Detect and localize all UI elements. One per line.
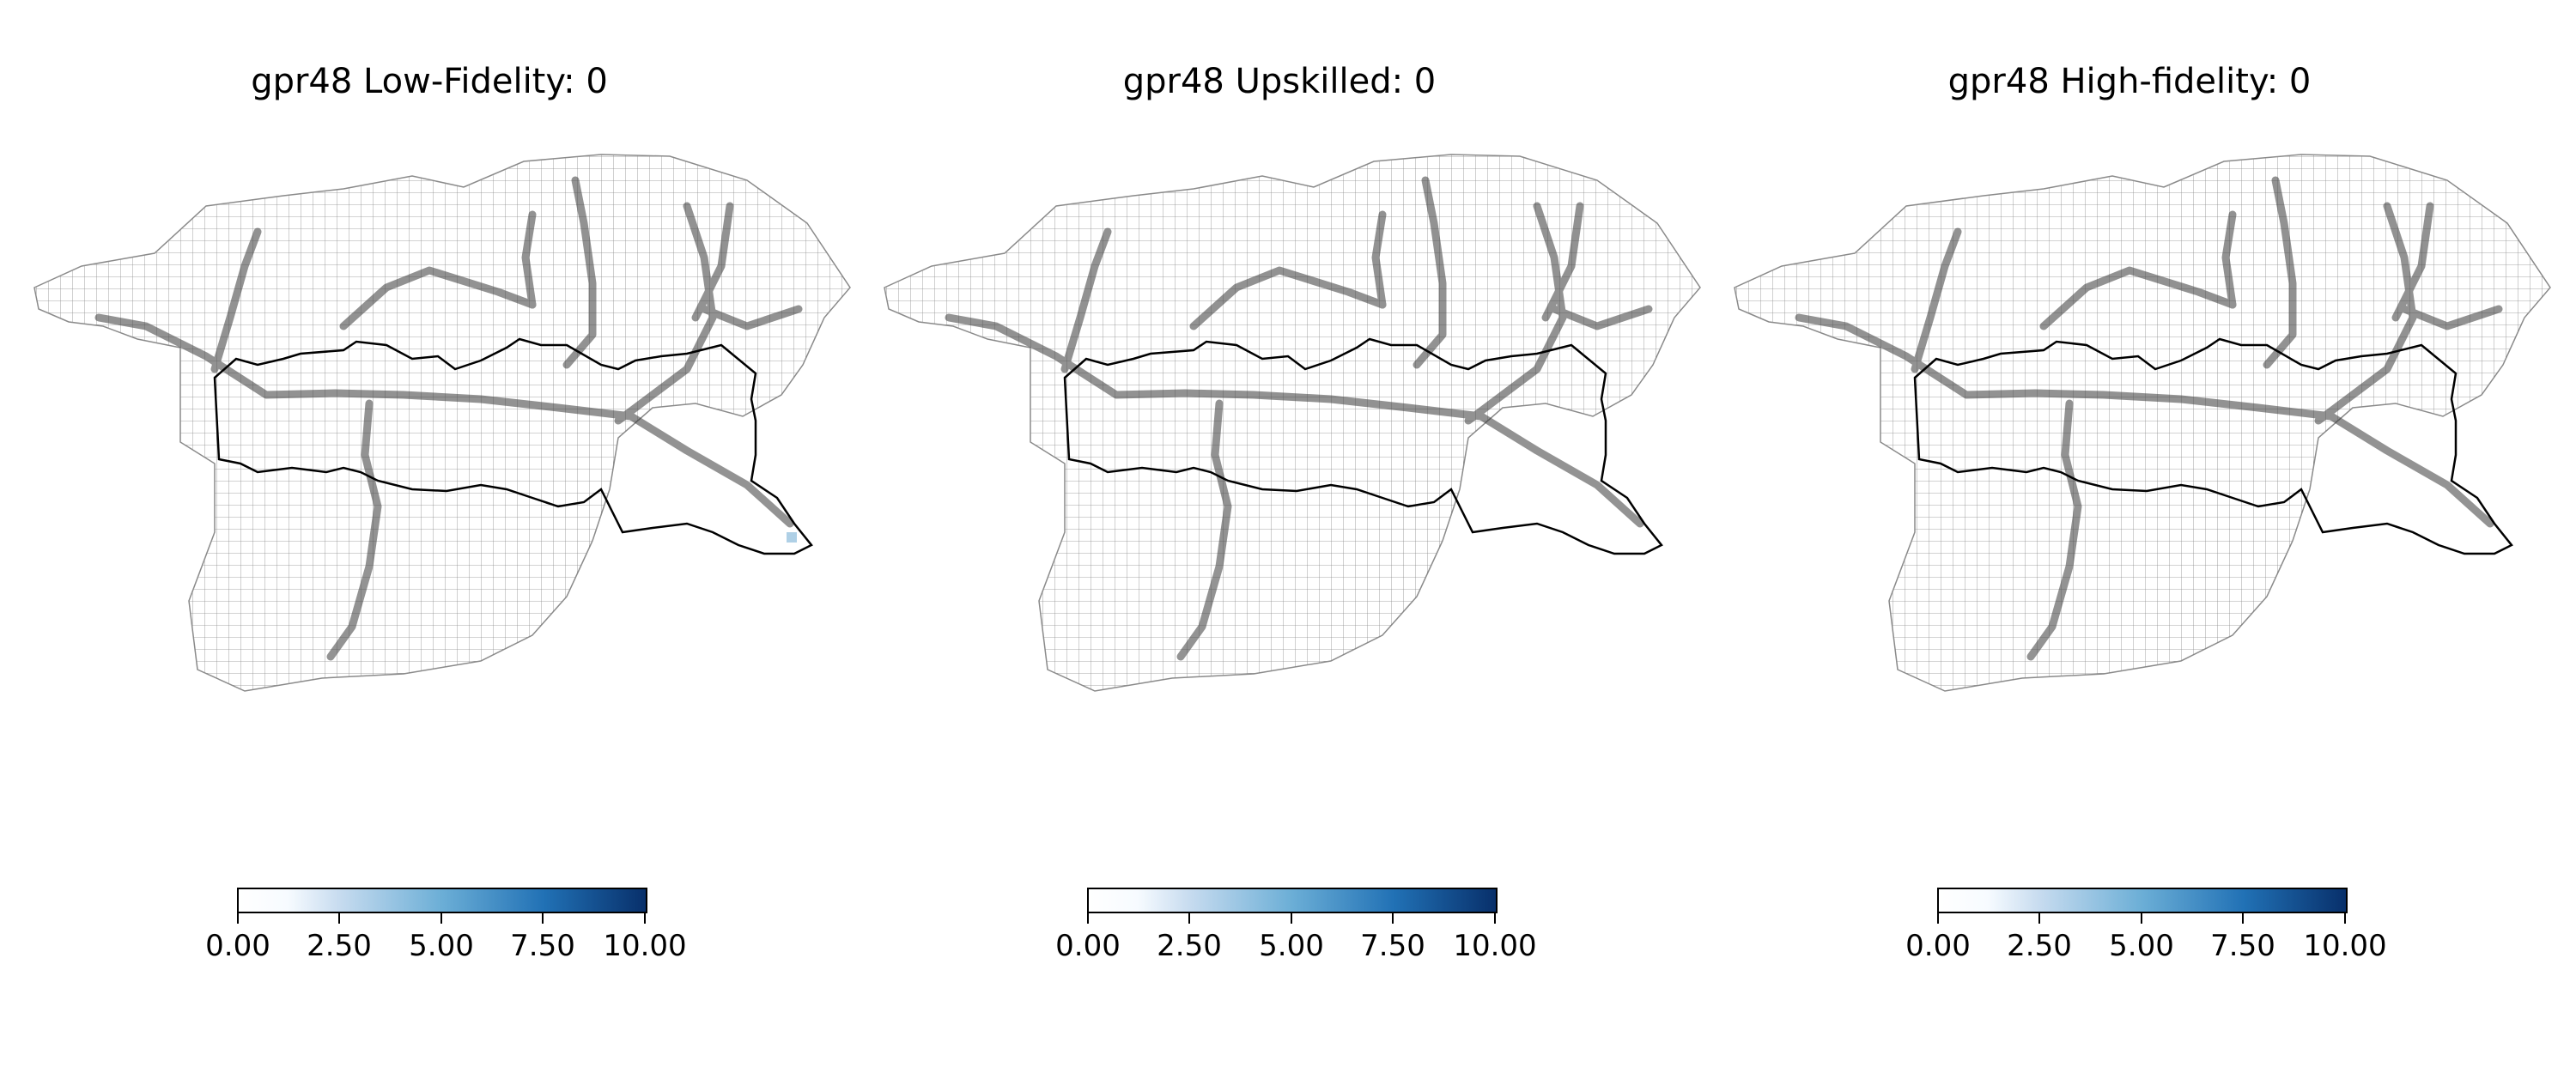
colorbar-tick-label: 2.50: [307, 929, 372, 963]
highlight-cell: [787, 532, 797, 543]
mesh-map: [884, 154, 1701, 692]
colorbar-ticks: [1087, 913, 1498, 925]
colorbar-tick-label: 0.00: [205, 929, 270, 963]
region-boundary: [1913, 337, 2513, 555]
colorbar-tick-label: 7.50: [1360, 929, 1425, 963]
colorbar-tick-label: 10.00: [603, 929, 687, 963]
chart-title: gpr48 Upskilled: 0: [1122, 62, 1437, 101]
region-boundary: [1063, 337, 1663, 555]
colorbar-tick-label: 2.50: [2007, 929, 2072, 963]
river-channels: [94, 176, 803, 661]
colorbar-tick-label: 0.00: [1055, 929, 1121, 963]
chart-title: gpr48 Low-Fidelity: 0: [251, 62, 608, 101]
panel-high-fidelity: gpr48 High-fidelity: 0: [1700, 0, 2559, 1073]
colorbar-tick-label: 10.00: [1453, 929, 1537, 963]
colorbar-tick-label: 5.00: [2109, 929, 2174, 963]
mesh-map: [1734, 154, 2551, 692]
colorbar-tick-label: 0.00: [1905, 929, 1971, 963]
chart-title: gpr48 High-fidelity: 0: [1947, 62, 2312, 101]
mesh-map: [33, 154, 851, 692]
colorbar-tick-label: 2.50: [1157, 929, 1222, 963]
panel-low-fidelity: gpr48 Low-Fidelity: 0: [0, 0, 859, 1073]
colorbar-tick-label: 7.50: [2210, 929, 2275, 963]
colorbar-ticks: [1937, 913, 2348, 925]
panel-upskilled: gpr48 Upskilled: 0: [850, 0, 1709, 1073]
colorbar-tick-label: 7.50: [510, 929, 575, 963]
colorbar: [237, 888, 647, 913]
colorbar-ticks: [237, 913, 647, 925]
river-channels: [945, 176, 1653, 661]
river-channels: [1795, 176, 2503, 661]
colorbar-tick-label: 5.00: [409, 929, 474, 963]
region-boundary: [213, 337, 813, 555]
colorbar: [1087, 888, 1498, 913]
colorbar-tick-label: 10.00: [2303, 929, 2387, 963]
colorbar-tick-label: 5.00: [1259, 929, 1324, 963]
colorbar: [1937, 888, 2348, 913]
